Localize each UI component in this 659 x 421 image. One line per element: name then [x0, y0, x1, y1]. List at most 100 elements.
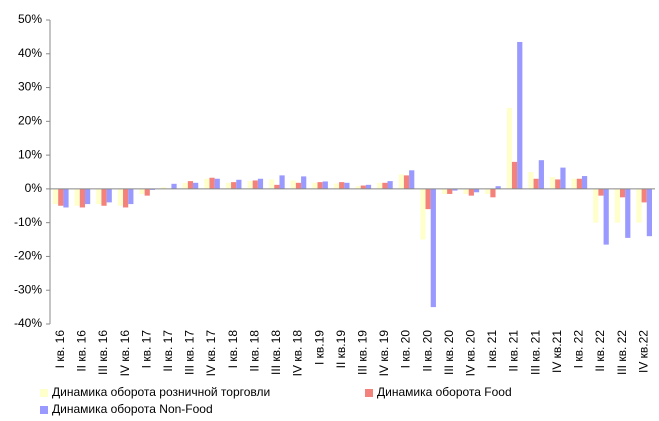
x-tick-label: III кв. 20 — [442, 330, 456, 375]
bar — [581, 176, 588, 189]
bar — [252, 180, 258, 189]
bar — [576, 178, 582, 189]
legend-label: Динамика оборота Non-Food — [52, 402, 213, 416]
bar — [290, 180, 296, 189]
x-tick-label: IV кв. 17 — [204, 330, 218, 377]
bar — [603, 188, 609, 245]
y-tick-label: 50% — [18, 12, 42, 26]
bar — [193, 182, 199, 189]
bar — [225, 182, 232, 189]
bar — [598, 188, 604, 196]
y-tick-label: 0% — [25, 181, 43, 195]
legend-label: Динамика оборота Food — [377, 385, 512, 399]
bar — [257, 178, 264, 189]
bar — [506, 107, 512, 189]
bar — [106, 188, 112, 203]
x-tick-label: IV кв.21 — [550, 330, 564, 373]
bar — [317, 182, 323, 189]
bar — [295, 182, 302, 189]
bar — [398, 174, 404, 189]
bar — [101, 188, 107, 206]
x-tick-label: II кв. 17 — [161, 330, 175, 372]
x-tick-label: I кв. 20 — [399, 330, 413, 369]
x-tick-label: I кв. 16 — [53, 330, 67, 369]
bar — [58, 188, 64, 206]
bar — [322, 181, 328, 189]
bar — [247, 181, 253, 189]
bar — [96, 188, 102, 205]
bar — [571, 178, 577, 189]
bar — [214, 178, 220, 189]
x-tick-label: IV кв. 19 — [377, 330, 391, 377]
bar — [555, 179, 561, 189]
bar — [279, 175, 285, 189]
bar — [85, 188, 91, 205]
x-tick-label: IV кв. 20 — [464, 330, 478, 377]
y-tick-label: 30% — [18, 80, 42, 94]
bar — [468, 188, 474, 196]
bar — [447, 188, 453, 194]
bar — [339, 182, 345, 189]
x-tick-label: I кв. 18 — [226, 330, 240, 369]
legend-swatch — [40, 406, 48, 414]
bar — [144, 188, 150, 196]
bar — [495, 186, 501, 189]
bar — [269, 179, 275, 189]
bar — [209, 177, 215, 189]
bar — [377, 182, 383, 189]
bar — [614, 188, 620, 223]
bar — [312, 182, 318, 189]
x-tick-label: IV кв.22 — [636, 330, 650, 373]
bar — [74, 188, 80, 206]
bar — [355, 186, 361, 189]
legend-swatch — [40, 389, 48, 397]
bar — [593, 188, 599, 223]
y-tick-label: -20% — [14, 249, 42, 263]
bar — [485, 188, 491, 194]
legend-swatch — [365, 389, 373, 397]
x-tick-label: II кв. 18 — [247, 330, 261, 372]
bar — [636, 188, 642, 223]
bar — [549, 177, 556, 189]
x-tick-label: III кв. 21 — [528, 330, 542, 375]
bar — [517, 41, 523, 189]
bar — [117, 188, 124, 206]
bar — [490, 188, 496, 198]
x-tick-label: III кв. 18 — [269, 330, 283, 375]
x-tick-label: II кв. 16 — [75, 330, 89, 372]
x-tick-label: II кв. 20 — [420, 330, 434, 372]
bar — [236, 179, 242, 189]
bar — [231, 182, 237, 189]
y-tick-label: 10% — [18, 147, 42, 161]
bar — [473, 188, 480, 193]
bar — [463, 188, 469, 194]
bar — [182, 182, 188, 189]
bar — [441, 188, 448, 194]
x-tick-label: I кв. 22 — [572, 330, 586, 369]
x-tick-label: III кв. 19 — [355, 330, 369, 375]
bar — [139, 188, 145, 194]
x-tick-label: III кв. 17 — [183, 330, 197, 375]
bar — [360, 185, 366, 189]
x-tick-label: III кв. 16 — [96, 330, 110, 375]
bar — [171, 183, 177, 189]
bar — [387, 181, 393, 189]
bar — [123, 188, 129, 208]
bar — [452, 188, 458, 191]
bar — [274, 184, 280, 189]
x-tick-label: I кв. 21 — [485, 330, 499, 369]
bar — [333, 183, 340, 189]
x-tick-label: IV кв. 18 — [291, 330, 305, 377]
bar — [425, 188, 431, 210]
bar — [538, 160, 544, 189]
bar — [128, 188, 134, 205]
x-tick-label: II кв. 22 — [593, 330, 607, 372]
legend-label: Динамика оборота розничной торговли — [52, 385, 270, 399]
bar — [382, 182, 388, 189]
x-tick-label: I кв. 17 — [139, 330, 153, 369]
bar — [409, 170, 415, 189]
y-tick-label: -10% — [14, 215, 42, 229]
bar — [63, 188, 69, 208]
bar — [625, 188, 631, 238]
